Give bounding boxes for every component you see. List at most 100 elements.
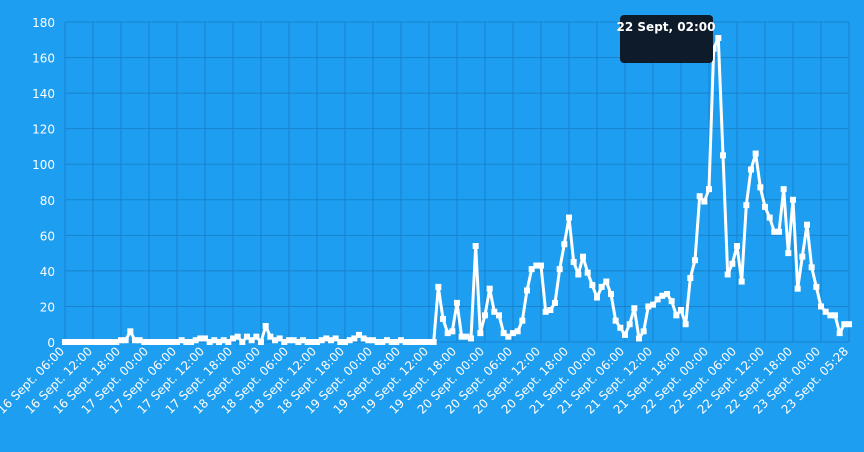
point	[766, 214, 773, 221]
point	[309, 339, 316, 345]
point	[589, 282, 596, 289]
point	[482, 312, 488, 319]
point	[822, 308, 829, 315]
point	[533, 262, 540, 269]
point	[384, 337, 390, 344]
point	[678, 307, 684, 313]
point	[799, 253, 806, 260]
point	[640, 328, 647, 335]
point	[622, 331, 628, 338]
point	[318, 337, 325, 344]
point	[267, 333, 274, 340]
point	[290, 337, 297, 344]
point	[556, 266, 563, 273]
point	[85, 339, 92, 345]
point	[304, 339, 311, 345]
point	[818, 303, 824, 310]
point	[342, 339, 348, 345]
point	[393, 339, 400, 345]
point	[477, 330, 484, 337]
point	[286, 337, 292, 344]
point	[500, 330, 507, 337]
point	[122, 337, 129, 344]
point	[659, 292, 666, 299]
point	[673, 312, 680, 319]
point	[62, 339, 68, 345]
point	[654, 296, 661, 303]
point	[491, 308, 498, 315]
point	[780, 186, 787, 193]
point	[132, 337, 138, 344]
point	[710, 45, 717, 52]
point	[262, 323, 269, 329]
point	[608, 291, 614, 297]
y-tick-label: 100	[32, 158, 55, 172]
point	[580, 253, 586, 260]
point	[230, 335, 236, 342]
point	[701, 198, 708, 205]
point	[505, 333, 512, 340]
point	[360, 335, 367, 342]
point	[136, 337, 143, 344]
y-tick-label: 140	[32, 87, 55, 101]
point	[76, 339, 82, 345]
point	[365, 337, 372, 344]
point	[528, 266, 535, 273]
point	[174, 339, 180, 345]
point	[346, 337, 353, 344]
point	[169, 339, 176, 345]
point	[645, 303, 652, 310]
point	[794, 285, 801, 292]
point	[692, 257, 698, 264]
point	[696, 193, 703, 200]
point	[150, 339, 157, 345]
point	[668, 298, 675, 305]
tooltip-text: 22 Sept, 02:00	[617, 20, 716, 34]
y-tick-label: 0	[47, 336, 55, 350]
point	[776, 228, 782, 235]
point	[631, 305, 638, 312]
point	[752, 150, 759, 157]
point	[295, 339, 302, 345]
point	[468, 335, 474, 342]
point	[356, 331, 362, 338]
tooltip-box	[620, 15, 713, 63]
point	[276, 335, 283, 342]
point	[300, 337, 306, 344]
point	[626, 321, 633, 328]
point	[108, 339, 115, 345]
point	[211, 337, 218, 344]
point	[398, 337, 404, 344]
point	[244, 333, 250, 340]
point	[836, 330, 843, 337]
point	[118, 337, 124, 344]
point	[178, 337, 185, 344]
point	[421, 339, 428, 345]
point	[388, 339, 395, 345]
point	[104, 339, 110, 345]
point	[724, 271, 731, 278]
point	[598, 283, 605, 290]
point	[603, 278, 610, 285]
point	[561, 241, 568, 248]
point	[234, 333, 241, 340]
point	[113, 339, 120, 345]
point	[90, 339, 96, 345]
point	[272, 337, 278, 344]
point	[552, 299, 558, 306]
point	[379, 339, 386, 345]
point	[374, 339, 381, 345]
point	[281, 339, 288, 345]
point	[332, 335, 339, 342]
y-tick-label: 80	[40, 194, 55, 208]
point	[538, 262, 544, 269]
point	[514, 328, 521, 335]
point	[757, 184, 764, 191]
y-tick-label: 60	[40, 229, 55, 243]
point	[566, 214, 572, 221]
point	[202, 335, 208, 342]
point	[402, 339, 409, 345]
point	[80, 339, 87, 345]
